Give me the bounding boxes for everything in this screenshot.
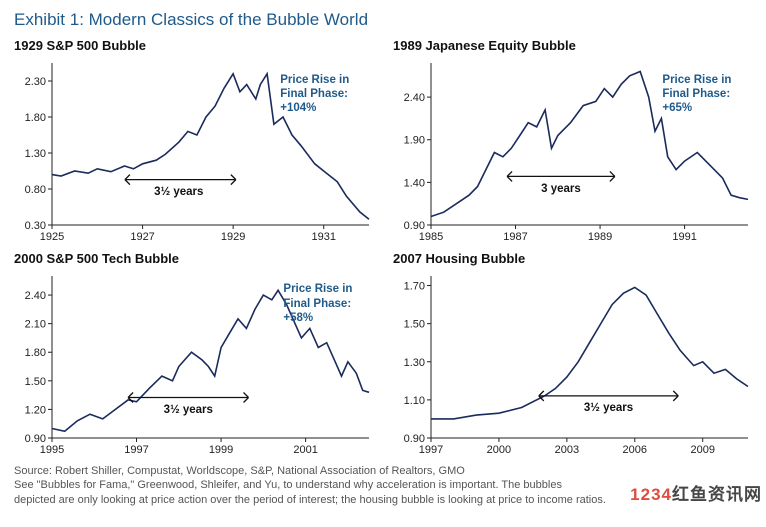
panel-1989: 1989 Japanese Equity Bubble 0.901.401.90…	[393, 38, 752, 243]
chart-area: 0.901.401.902.401985198719891991Price Ri…	[393, 57, 752, 243]
watermark-part2: 红鱼资讯网	[672, 485, 762, 504]
chart-svg: 0.901.101.301.501.7019972000200320062009	[393, 270, 752, 456]
x-tick-label: 1997	[124, 444, 148, 456]
panel-title: 2000 S&P 500 Tech Bubble	[14, 251, 373, 266]
duration-arrow	[539, 391, 678, 401]
annotation-line: Price Rise in	[280, 73, 349, 87]
annotation-line: +104%	[280, 101, 349, 115]
y-tick-label: 1.20	[25, 404, 46, 416]
y-tick-label: 1.30	[404, 357, 425, 369]
x-tick-label: 2009	[690, 444, 714, 456]
x-tick-label: 2006	[623, 444, 647, 456]
panel-1929: 1929 S&P 500 Bubble 0.300.801.301.802.30…	[14, 38, 373, 243]
source-line: Source: Robert Shiller, Compustat, World…	[14, 464, 752, 478]
x-tick-label: 2001	[293, 444, 317, 456]
x-tick-label: 2003	[555, 444, 579, 456]
x-tick-label: 1927	[130, 231, 154, 243]
x-tick-label: 1997	[419, 444, 443, 456]
chart-area: 0.901.201.501.802.102.401995199719992001…	[14, 270, 373, 456]
y-tick-label: 1.30	[25, 148, 46, 160]
y-tick-label: 1.10	[404, 395, 425, 407]
y-tick-label: 2.30	[25, 76, 46, 88]
y-tick-label: 1.80	[25, 112, 46, 124]
annotation-line: +65%	[662, 101, 731, 115]
y-tick-label: 1.50	[25, 376, 46, 388]
watermark: 1234红鱼资讯网	[630, 480, 762, 505]
x-tick-label: 1931	[311, 231, 335, 243]
x-tick-label: 1989	[588, 231, 612, 243]
duration-arrow	[128, 393, 248, 403]
y-tick-label: 1.70	[404, 281, 425, 293]
y-tick-label: 1.80	[25, 347, 46, 359]
panel-title: 2007 Housing Bubble	[393, 251, 752, 266]
price-rise-annotation: Price Rise inFinal Phase:+65%	[662, 73, 731, 116]
x-tick-label: 1999	[209, 444, 233, 456]
price-rise-annotation: Price Rise inFinal Phase:+58%	[283, 282, 352, 325]
y-tick-label: 2.10	[25, 319, 46, 331]
price-series-line	[431, 287, 748, 419]
x-tick-label: 2000	[487, 444, 511, 456]
chart-area: 0.901.101.301.501.7019972000200320062009…	[393, 270, 752, 456]
watermark-part1: 1234	[630, 485, 672, 504]
y-tick-label: 1.90	[404, 135, 425, 147]
y-tick-label: 1.50	[404, 319, 425, 331]
chart-area: 0.300.801.301.802.301925192719291931Pric…	[14, 57, 373, 243]
x-tick-label: 1995	[40, 444, 64, 456]
annotation-line: Final Phase:	[662, 87, 731, 101]
y-tick-label: 0.80	[25, 184, 46, 196]
annotation-line: Final Phase:	[283, 297, 352, 311]
y-tick-label: 2.40	[25, 290, 46, 302]
duration-label: 3½ years	[154, 186, 203, 198]
x-tick-label: 1929	[221, 231, 245, 243]
duration-arrow	[507, 171, 615, 181]
duration-label: 3½ years	[164, 404, 213, 416]
duration-label: 3 years	[541, 183, 581, 195]
y-tick-label: 1.40	[404, 177, 425, 189]
panel-title: 1989 Japanese Equity Bubble	[393, 38, 752, 53]
panel-title: 1929 S&P 500 Bubble	[14, 38, 373, 53]
x-tick-label: 1987	[503, 231, 527, 243]
y-tick-label: 2.40	[404, 92, 425, 104]
annotation-line: Price Rise in	[662, 73, 731, 87]
panel-2000: 2000 S&P 500 Tech Bubble 0.901.201.501.8…	[14, 251, 373, 456]
x-tick-label: 1985	[419, 231, 443, 243]
annotation-line: Final Phase:	[280, 87, 349, 101]
annotation-line: Price Rise in	[283, 282, 352, 296]
annotation-line: +58%	[283, 311, 352, 325]
x-tick-label: 1925	[40, 231, 64, 243]
x-tick-label: 1991	[672, 231, 696, 243]
panel-2007: 2007 Housing Bubble 0.901.101.301.501.70…	[393, 251, 752, 456]
duration-arrow	[125, 175, 236, 185]
price-rise-annotation: Price Rise inFinal Phase:+104%	[280, 73, 349, 116]
exhibit-title: Exhibit 1: Modern Classics of the Bubble…	[14, 10, 752, 30]
duration-label: 3½ years	[584, 402, 633, 414]
chart-grid: 1929 S&P 500 Bubble 0.300.801.301.802.30…	[14, 38, 752, 456]
